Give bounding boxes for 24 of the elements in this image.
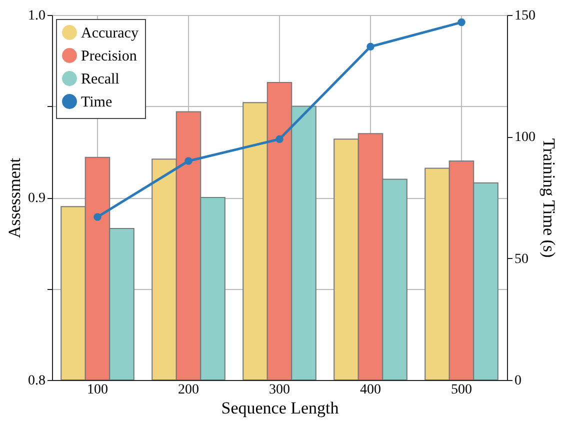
y2-tick-label: 0: [514, 374, 522, 388]
point: [366, 42, 374, 50]
y2-axis-title: Training Time (s): [540, 138, 558, 258]
point: [184, 157, 192, 165]
x-tick-label: 400: [360, 382, 381, 398]
legend-label: Precision: [81, 48, 138, 64]
y-axis-title: Assessment: [5, 158, 24, 238]
y-tick-label: 0.9: [28, 191, 46, 206]
legend-label: Time: [81, 94, 112, 110]
point: [276, 135, 284, 143]
y-tick-label: 1.0: [28, 8, 46, 24]
legend-label: Accuracy: [81, 26, 139, 42]
x-tick-label: 300: [269, 382, 290, 398]
x-tick-label: 100: [87, 382, 108, 398]
x-tick-label: 500: [451, 382, 472, 398]
y2-tick-label: 150: [514, 8, 536, 24]
x-axis-title: Sequence Length: [221, 398, 340, 418]
y2-tick-label: 100: [514, 130, 536, 146]
point: [94, 213, 102, 221]
y2-tick-label: 50: [514, 252, 528, 267]
legend-label: Recall: [81, 72, 120, 88]
x-tick-label: 200: [178, 382, 199, 398]
point: [458, 18, 466, 26]
y-tick-label: 0.8: [28, 374, 46, 388]
